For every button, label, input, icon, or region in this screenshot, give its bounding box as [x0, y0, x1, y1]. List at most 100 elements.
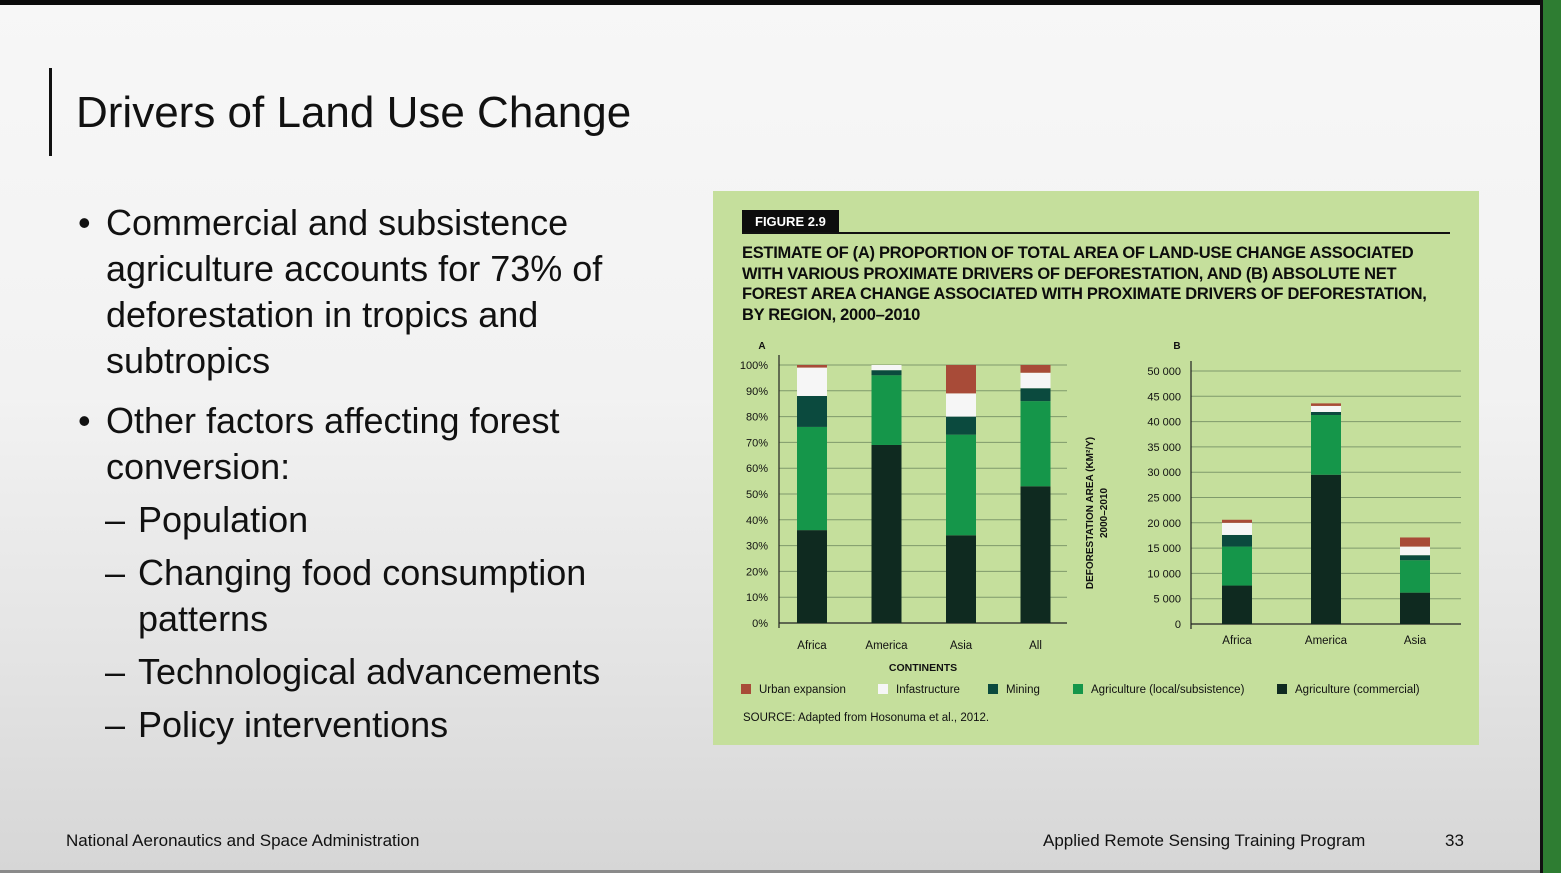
bar-segment — [797, 365, 827, 368]
panel-label: B — [1173, 341, 1180, 352]
bar-segment — [946, 434, 976, 536]
y-tick-label: 0% — [752, 618, 768, 630]
bullet-1-text: Commercial and subsistence agriculture a… — [106, 202, 603, 381]
bar-segment — [1020, 401, 1051, 487]
sub-bullet-1-text: Population — [138, 499, 309, 540]
bar-segment — [871, 365, 902, 371]
y-axis-label: DEFORESTATION AREA (KM²/Y) — [1085, 437, 1096, 589]
bar-segment — [1311, 403, 1341, 406]
y-tick-label: 70% — [746, 437, 768, 449]
y-tick-label: 50% — [746, 489, 768, 501]
bar-segment — [946, 535, 976, 623]
y-tick-label: 25 000 — [1147, 493, 1181, 505]
right-edge-bar — [1540, 0, 1561, 873]
legend-item-infrastructure: Infastructure — [878, 684, 960, 696]
y-tick-label: 50 000 — [1147, 366, 1181, 378]
y-tick-label: 15 000 — [1147, 543, 1181, 555]
y-tick-label: 30% — [746, 541, 768, 553]
bar-segment — [797, 426, 827, 531]
bar-segment — [1311, 405, 1341, 412]
top-bar — [0, 0, 1561, 5]
category-label: Asia — [1404, 635, 1427, 647]
figure-header-rule — [742, 232, 1450, 234]
bullet-2: • Other factors affecting forest convers… — [78, 398, 678, 490]
bar-segment — [871, 444, 902, 623]
y-tick-label: 10% — [746, 592, 768, 604]
figure-title: ESTIMATE OF (A) PROPORTION OF TOTAL AREA… — [742, 244, 1427, 324]
legend-item-mining: Mining — [988, 684, 1040, 696]
legend-label: Urban expansion — [759, 684, 846, 696]
bar-segment — [797, 530, 827, 623]
title-accent-rule — [49, 68, 52, 156]
bar-segment — [1020, 486, 1051, 623]
dash-glyph: – — [105, 704, 126, 745]
sub-bullet-3-text: Technological advancements — [138, 651, 601, 692]
y-tick-label: 40% — [746, 515, 768, 527]
bar-segment — [1311, 415, 1341, 475]
figure-tag: FIGURE 2.9 — [742, 210, 839, 233]
legend-item-agri-local: Agriculture (local/subsistence) — [1073, 684, 1244, 696]
y-tick-label: 35 000 — [1147, 442, 1181, 454]
footer-organization: National Aeronautics and Space Administr… — [66, 831, 420, 850]
dash-glyph: – — [105, 552, 126, 593]
bar-segment — [1222, 534, 1252, 547]
slide-title: Drivers of Land Use Change — [76, 88, 632, 137]
bar-segment — [946, 365, 976, 394]
figure-source: SOURCE: Adapted from Hosonuma et al., 20… — [743, 712, 990, 724]
panel-label: A — [758, 341, 765, 352]
bar-segment — [1400, 560, 1430, 593]
y-tick-label: 20 000 — [1147, 518, 1181, 530]
bar-segment — [1400, 537, 1430, 547]
y-tick-label: 100% — [740, 360, 768, 372]
bar-segment — [1311, 411, 1341, 416]
sub-bullet-4-text: Policy interventions — [138, 704, 449, 745]
legend-swatch — [1277, 684, 1287, 694]
category-label: All — [1029, 640, 1042, 652]
bar-segment — [1400, 592, 1430, 624]
y-tick-label: 5 000 — [1153, 594, 1181, 606]
bullet-glyph: • — [78, 202, 91, 243]
legend-label: Infastructure — [896, 684, 960, 696]
x-axis-label: CONTINENTS — [889, 662, 957, 674]
y-axis-label-line2: 2000–2010 — [1099, 488, 1110, 538]
y-tick-label: 90% — [746, 386, 768, 398]
y-tick-label: 60% — [746, 463, 768, 475]
legend-label: Agriculture (local/subsistence) — [1091, 684, 1245, 696]
y-tick-label: 40 000 — [1147, 417, 1181, 429]
y-tick-label: 20% — [746, 566, 768, 578]
bar-segment — [946, 393, 976, 417]
bottom-edge — [0, 870, 1540, 873]
bar-segment — [1222, 546, 1252, 586]
legend-swatch — [1073, 684, 1083, 694]
bar-segment — [797, 395, 827, 427]
y-tick-label: 80% — [746, 412, 768, 424]
legend-item-urban: Urban expansion — [741, 684, 846, 696]
sub-bullet-2-text: Changing food consumption patterns — [138, 552, 587, 639]
y-tick-label: 10 000 — [1147, 568, 1181, 580]
y-tick-label: 30 000 — [1147, 467, 1181, 479]
bar-segment — [1020, 372, 1051, 389]
bar-segment — [871, 375, 902, 445]
bar-segment — [1400, 546, 1430, 556]
bar-segment — [871, 370, 902, 376]
bar-segment — [1400, 555, 1430, 561]
figure-panel: FIGURE 2.9 ESTIMATE OF (A) PROPORTION OF… — [713, 191, 1479, 745]
legend-swatch — [878, 684, 888, 694]
bullet-1: • Commercial and subsistence agriculture… — [78, 200, 678, 384]
charts-svg: A 0% 10% 20% 30% 40% 50% 60% 70% 80% 90% 100% Africa… — [740, 341, 1461, 674]
legend-swatch — [741, 684, 751, 694]
legend-swatch — [988, 684, 998, 694]
page-number: 33 — [1445, 831, 1464, 850]
y-tick-label: 45 000 — [1147, 391, 1181, 403]
category-label: Africa — [797, 640, 827, 652]
dash-glyph: – — [105, 651, 126, 692]
bar-segment — [1020, 365, 1051, 373]
bar-segment — [797, 367, 827, 396]
bar-segment — [1020, 388, 1051, 402]
category-label: America — [1305, 635, 1348, 647]
category-label: America — [865, 640, 908, 652]
y-tick-label: 0 — [1175, 619, 1181, 631]
bullet-2-text: Other factors affecting forest conversio… — [106, 400, 560, 487]
bar-segment — [946, 416, 976, 435]
bar-segment — [1311, 474, 1341, 624]
